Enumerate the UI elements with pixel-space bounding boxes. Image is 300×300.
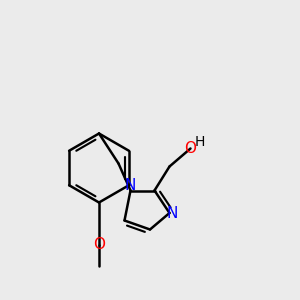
Text: N: N — [125, 178, 136, 193]
Text: O: O — [184, 141, 196, 156]
Text: H: H — [194, 136, 205, 149]
Text: N: N — [166, 206, 178, 220]
Text: O: O — [93, 237, 105, 252]
